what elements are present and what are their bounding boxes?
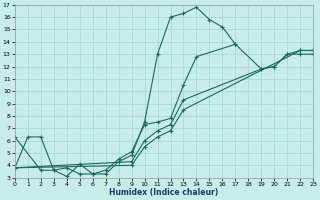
X-axis label: Humidex (Indice chaleur): Humidex (Indice chaleur) [109,188,219,197]
